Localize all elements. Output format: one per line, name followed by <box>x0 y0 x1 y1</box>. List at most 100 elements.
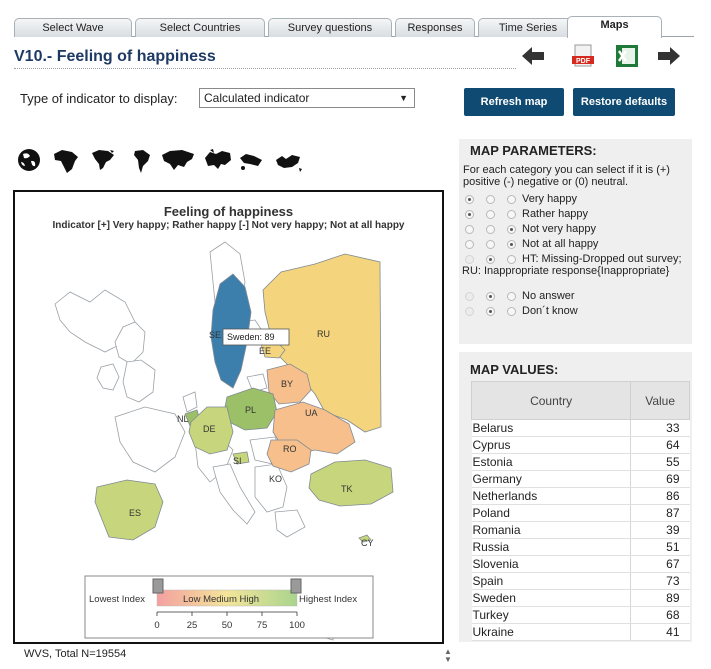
param-radio-3-negative[interactable] <box>486 240 495 249</box>
indicator-label: Type of indicator to display: <box>20 91 178 106</box>
map-label-tk: TK <box>341 484 353 494</box>
tab-select-wave[interactable]: Select Wave <box>14 18 132 37</box>
uk-north <box>114 321 146 365</box>
table-row: Poland 87 <box>471 504 690 522</box>
param-radio-3-positive[interactable] <box>465 240 474 249</box>
map-country-turkey[interactable] <box>308 459 394 507</box>
param-radio-4-negative[interactable] <box>486 255 495 264</box>
tab-select-countries[interactable]: Select Countries <box>135 18 265 37</box>
oceania-map-icon[interactable] <box>272 148 304 172</box>
svg-text:PDF: PDF <box>576 58 591 65</box>
map-country-germany[interactable] <box>188 406 234 455</box>
cell-country: Netherlands <box>471 487 631 505</box>
cell-country: Cyprus <box>471 436 631 454</box>
uk-south <box>122 359 156 403</box>
back-arrow-icon[interactable] <box>520 44 546 68</box>
cell-country: Germany <box>471 470 631 488</box>
map-label-es: ES <box>129 508 141 518</box>
map-label-ru: RU <box>317 329 330 339</box>
map-country-cyprus[interactable] <box>358 534 372 543</box>
middle-east-map-icon[interactable] <box>236 148 266 172</box>
dropdown-arrow-icon: ▼ <box>399 93 408 103</box>
param-radio-5-neutral[interactable] <box>507 292 516 301</box>
asia-map-icon[interactable] <box>160 148 196 172</box>
map-parameters-title: MAP PARAMETERS: <box>470 143 597 158</box>
africa-map-icon[interactable] <box>50 148 82 173</box>
map-country-spain[interactable] <box>94 479 164 541</box>
map-label-pl: PL <box>245 405 256 415</box>
map-title: Feeling of happiness <box>163 204 294 219</box>
param-radio-2-neutral[interactable] <box>507 225 516 234</box>
map-label-cy: CY <box>361 538 374 548</box>
europe-map: SE RU EE BY PL UA NL DE RO SI KO TK ES C… <box>54 241 394 641</box>
legend-slider-high-handle[interactable] <box>290 578 302 594</box>
tab-time-series[interactable]: Time Series <box>478 18 578 37</box>
map-country-romania[interactable] <box>266 439 312 473</box>
refresh-map-button[interactable]: Refresh map <box>464 88 564 116</box>
excel-icon[interactable] <box>614 44 640 68</box>
europe-map-icon[interactable] <box>202 148 234 172</box>
table-row: Turkey 68 <box>471 606 690 624</box>
param-radio-4-positive[interactable] <box>465 255 474 264</box>
greece <box>274 509 306 538</box>
param-radio-1-neutral[interactable] <box>507 210 516 219</box>
map-tooltip-text: Sweden: 89 <box>227 332 275 342</box>
param-radio-4-neutral[interactable] <box>507 255 516 264</box>
indicator-select[interactable]: Calculated indicator ▼ <box>199 88 415 108</box>
param-radio-2-negative[interactable] <box>486 225 495 234</box>
cell-country: Spain <box>471 572 631 590</box>
param-radio-6-positive[interactable] <box>465 307 474 316</box>
legend-tick-label: 50 <box>222 620 233 631</box>
param-radio-0-neutral[interactable] <box>507 195 516 204</box>
column-header-value[interactable]: Value <box>630 381 690 420</box>
map-values-title: MAP VALUES: <box>470 362 559 377</box>
cell-country: Belarus <box>471 419 631 437</box>
table-row: Sweden 89 <box>471 589 690 607</box>
param-label-4: HT: Missing-Dropped out survey; RU: Inap… <box>462 253 682 277</box>
spinner-arrows-icon[interactable]: ▲ ▼ <box>444 647 452 664</box>
tab-survey-questions[interactable]: Survey questions <box>268 18 392 37</box>
table-row: Estonia 55 <box>471 453 690 471</box>
forward-arrow-icon[interactable] <box>656 44 682 68</box>
pdf-icon[interactable]: PDF <box>570 44 596 68</box>
param-radio-3-neutral[interactable] <box>507 240 516 249</box>
cell-value: 67 <box>630 555 690 573</box>
map-label-de: DE <box>203 424 216 434</box>
param-radio-6-neutral[interactable] <box>507 307 516 316</box>
legend-tick-label: 75 <box>257 620 268 631</box>
cell-value: 87 <box>630 504 690 522</box>
map-parameters-description: For each category you can select if it i… <box>463 164 670 188</box>
tab-responses[interactable]: Responses <box>395 18 475 37</box>
cell-country: Poland <box>471 504 631 522</box>
param-radio-0-positive[interactable] <box>465 195 474 204</box>
cell-country: Ukraine <box>471 623 631 641</box>
cell-value: 41 <box>630 623 690 641</box>
indicator-selected-value: Calculated indicator <box>204 91 310 105</box>
param-radio-5-negative[interactable] <box>486 292 495 301</box>
legend-slider-low-handle[interactable] <box>152 578 164 594</box>
restore-defaults-button[interactable]: Restore defaults <box>573 88 675 116</box>
south-america-map-icon[interactable] <box>130 148 154 173</box>
cell-value: 73 <box>630 572 690 590</box>
world-globe-icon[interactable] <box>16 148 42 172</box>
param-radio-6-negative[interactable] <box>486 307 495 316</box>
map-legend: Lowest Index Highest Index Low Medium Hi… <box>84 575 374 639</box>
table-row: Ukraine 41 <box>471 623 690 641</box>
map-country-slovenia[interactable] <box>232 451 250 465</box>
legend-tick-label: 0 <box>154 620 159 631</box>
north-america-map-icon[interactable] <box>90 148 116 172</box>
param-radio-0-negative[interactable] <box>486 195 495 204</box>
tab-maps[interactable]: Maps <box>567 16 662 38</box>
param-radio-2-positive[interactable] <box>465 225 474 234</box>
column-header-country[interactable]: Country <box>470 381 632 420</box>
param-radio-1-negative[interactable] <box>486 210 495 219</box>
map-values-panel: MAP VALUES: Country Value Belarus 33 Cypru… <box>459 352 692 642</box>
param-label-0: Very happy <box>522 193 578 205</box>
cell-country: Romania <box>471 521 631 539</box>
param-radio-1-positive[interactable] <box>465 210 474 219</box>
param-label-5: No answer <box>522 290 575 302</box>
param-radio-5-positive[interactable] <box>465 292 474 301</box>
balkans <box>254 463 288 513</box>
tab-bar: Select Wave Select Countries Survey ques… <box>14 16 694 38</box>
cell-country: Turkey <box>471 606 631 624</box>
